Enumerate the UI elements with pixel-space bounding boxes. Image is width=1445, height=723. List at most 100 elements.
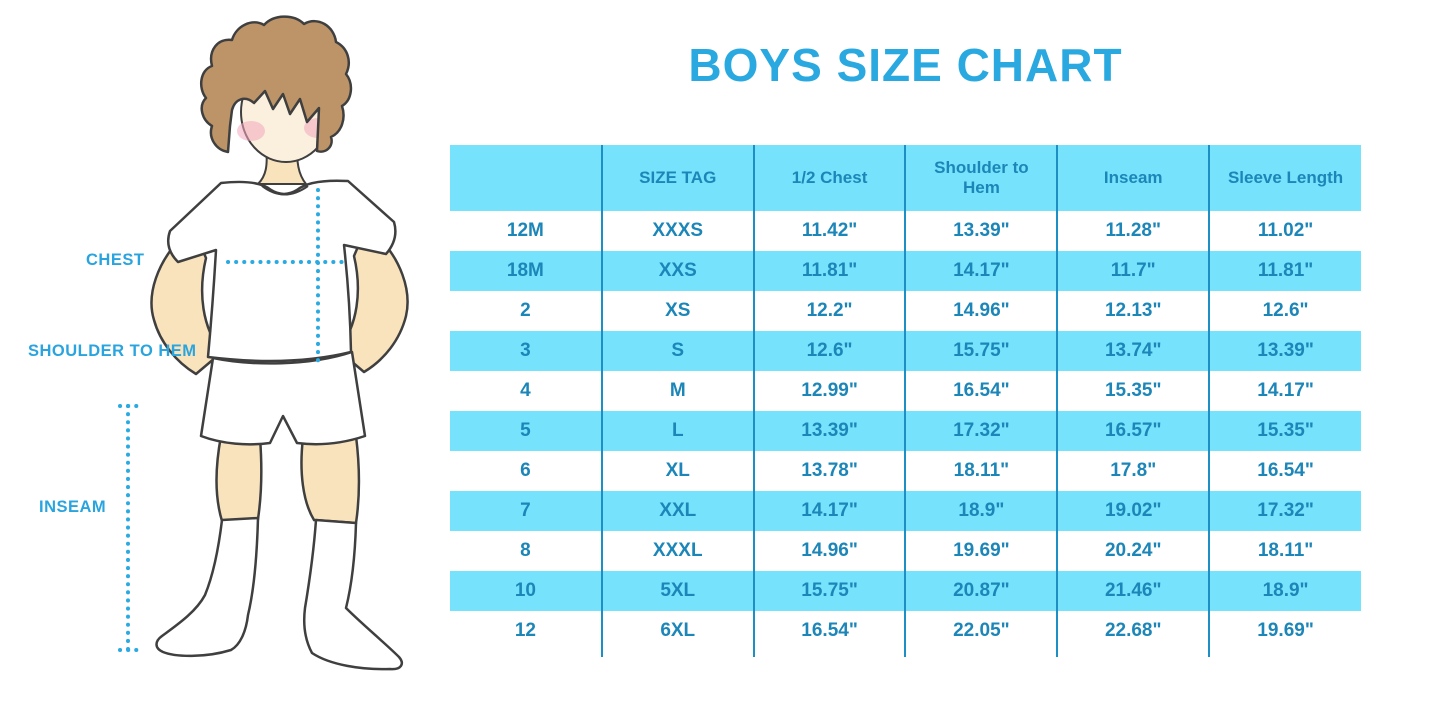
table-cell: 17.32": [904, 411, 1058, 451]
table-cell: 13.39": [904, 211, 1058, 251]
boy-illustration: [118, 15, 409, 671]
table-cell: 15.75": [904, 331, 1058, 371]
table-cell: 18.9": [904, 491, 1058, 531]
table-cell: 21.46": [1056, 571, 1210, 611]
column-header: 1/2 Chest: [752, 145, 906, 211]
table-cell: 13.74": [1056, 331, 1210, 371]
table-cell: 15.35": [1056, 371, 1210, 411]
table-cell: 14.17": [904, 251, 1058, 291]
table-cell: 19.02": [1056, 491, 1210, 531]
size-cell: 12M: [450, 211, 602, 251]
size-cell: 6: [450, 451, 602, 491]
tail-cell: [904, 651, 1058, 657]
table-cell: 13.78": [752, 451, 906, 491]
table-cell: 11.28": [1056, 211, 1210, 251]
table-cell: 5XL: [600, 571, 754, 611]
table-cell: XXL: [600, 491, 754, 531]
table-header-row: SIZE TAG 1/2 Chest Shoulder to Hem Inseam Sl…: [450, 145, 1361, 211]
table-cell: 11.81": [1208, 251, 1361, 291]
column-header: Shoulder to Hem: [904, 145, 1058, 211]
hair-shape: [199, 15, 353, 154]
column-header: Inseam: [1056, 145, 1210, 211]
table-row: 3 S 12.6" 15.75" 13.74" 13.39": [450, 331, 1361, 371]
table-cell: 14.17": [752, 491, 906, 531]
right-sock-shape: [303, 518, 403, 671]
table-cell: XL: [600, 451, 754, 491]
table-cell: 12.99": [752, 371, 906, 411]
collar-line: [261, 185, 309, 196]
table-row: 8 XXXL 14.96" 19.69" 20.24" 18.11": [450, 531, 1361, 571]
table-cell: 18.11": [904, 451, 1058, 491]
table-row: 7 XXL 14.17" 18.9" 19.02" 17.32": [450, 491, 1361, 531]
tail-cell: [600, 651, 754, 657]
left-sock-shape: [155, 516, 260, 658]
table-cell: 14.96": [752, 531, 906, 571]
left-leg-shape: [215, 434, 263, 523]
table-cell: 12.6": [752, 331, 906, 371]
page-title: BOYS SIZE CHART: [688, 39, 1123, 91]
size-cell: 12: [450, 611, 602, 651]
table-cell: 16.57": [1056, 411, 1210, 451]
table-cell: 19.69": [904, 531, 1058, 571]
table-row: 2 XS 12.2" 14.96" 12.13" 12.6": [450, 291, 1361, 331]
table-row: 12 6XL 16.54" 22.05" 22.68" 19.69": [450, 611, 1361, 651]
table-cell: 11.02": [1208, 211, 1361, 251]
table-cell: 22.68": [1056, 611, 1210, 651]
size-cell: 4: [450, 371, 602, 411]
table-row: 12M XXXS 11.42" 13.39" 11.28" 11.02": [450, 211, 1361, 251]
table-row: 18M XXS 11.81" 14.17" 11.7" 11.81": [450, 251, 1361, 291]
table-cell: 20.24": [1056, 531, 1210, 571]
left-arm-shape: [150, 236, 224, 376]
table-cell: 12.6": [1208, 291, 1361, 331]
table-cell: 17.32": [1208, 491, 1361, 531]
size-cell: 7: [450, 491, 602, 531]
table-cell: L: [600, 411, 754, 451]
shoulder-to-hem-label: SHOULDER TO HEM: [28, 342, 197, 360]
separator-tail-row: [450, 651, 1361, 657]
chest-label: CHEST: [86, 251, 145, 269]
table-cell: 11.42": [752, 211, 906, 251]
size-cell: 18M: [450, 251, 602, 291]
size-cell: 5: [450, 411, 602, 451]
table-cell: 14.96": [904, 291, 1058, 331]
column-header: SIZE TAG: [600, 145, 754, 211]
table-cell: 15.35": [1208, 411, 1361, 451]
table-cell: 11.81": [752, 251, 906, 291]
table-cell: 18.11": [1208, 531, 1361, 571]
right-leg-shape: [300, 434, 361, 525]
table-cell: 18.9": [1208, 571, 1361, 611]
table-cell: XXXL: [600, 531, 754, 571]
tail-cell: [1056, 651, 1210, 657]
blush-left: [237, 121, 265, 141]
shorts-shape: [199, 350, 367, 446]
table-cell: 17.8": [1056, 451, 1210, 491]
table-cell: 15.75": [752, 571, 906, 611]
size-cell: 8: [450, 531, 602, 571]
column-header: [450, 145, 602, 211]
table-cell: XS: [600, 291, 754, 331]
inseam-label: INSEAM: [39, 498, 107, 516]
right-arm-shape: [336, 234, 409, 374]
table-cell: 16.54": [1208, 451, 1361, 491]
table-cell: 12.2": [752, 291, 906, 331]
table-row: 5 L 13.39" 17.32" 16.57" 15.35": [450, 411, 1361, 451]
table-cell: 16.54": [904, 371, 1058, 411]
table-cell: 16.54": [752, 611, 906, 651]
table-row: 10 5XL 15.75" 20.87" 21.46" 18.9": [450, 571, 1361, 611]
table-row: 6 XL 13.78" 18.11" 17.8" 16.54": [450, 451, 1361, 491]
table-cell: S: [600, 331, 754, 371]
table-cell: 13.39": [752, 411, 906, 451]
table-cell: XXXS: [600, 211, 754, 251]
table-cell: XXS: [600, 251, 754, 291]
table-cell: 19.69": [1208, 611, 1361, 651]
size-cell: 2: [450, 291, 602, 331]
tail-cell: [752, 651, 906, 657]
table-cell: 20.87": [904, 571, 1058, 611]
table-cell: 22.05": [904, 611, 1058, 651]
size-chart-table: SIZE TAG 1/2 Chest Shoulder to Hem Inseam Sl…: [450, 145, 1361, 657]
table-cell: M: [600, 371, 754, 411]
tail-cell: [450, 651, 602, 657]
table-body: 12M XXXS 11.42" 13.39" 11.28" 11.02" 18M XXS 11.…: [450, 211, 1361, 657]
table-row: 4 M 12.99" 16.54" 15.35" 14.17": [450, 371, 1361, 411]
